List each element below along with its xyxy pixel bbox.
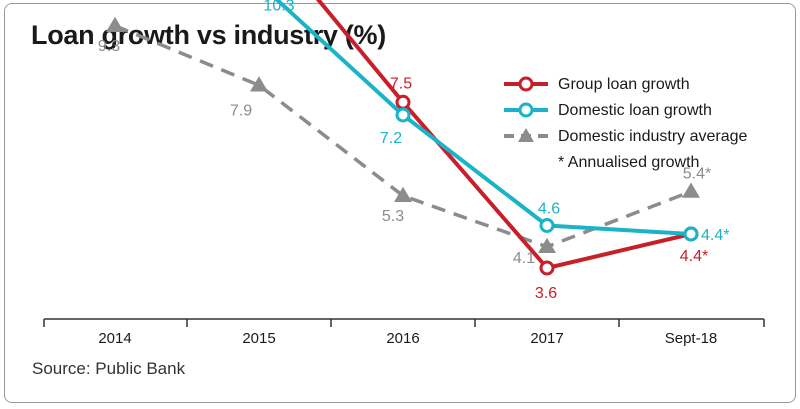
source-note: Source: Public Bank: [32, 359, 186, 378]
domestic-industry-average-point: [682, 182, 700, 198]
domestic-industry-average-data-label: 5.3: [382, 208, 404, 225]
group-loan-growth-legend-label: Group loan growth: [558, 76, 690, 93]
x-tick-label: 2017: [530, 330, 563, 347]
group-loan-growth-legend-marker: [518, 76, 534, 92]
domestic-industry-average-legend-label: Domestic industry average: [558, 128, 748, 145]
domestic-industry-average-point: [538, 237, 556, 254]
group-loan-growth-data-label: 3.6: [535, 285, 557, 302]
domestic-loan-growth-data-label: 4.4*: [701, 227, 729, 244]
group-loan-growth-point: [395, 94, 411, 110]
chart-frame: [4, 3, 796, 403]
domestic-industry-average-data-label: 5.4*: [683, 166, 711, 183]
domestic-industry-average-point: [106, 16, 124, 33]
domestic-industry-average-data-label: 9.3: [98, 38, 120, 55]
domestic-industry-average-data-label: 4.1: [513, 250, 535, 267]
domestic-loan-growth-data-label: 4.6: [538, 201, 560, 218]
domestic-industry-average-point: [394, 186, 412, 203]
domestic-loan-growth-data-label: 7.2: [380, 130, 402, 147]
x-tick-label: 2014: [98, 330, 131, 347]
x-tick-label: 2016: [386, 330, 419, 347]
x-tick-label: Sept-18: [665, 330, 718, 347]
domestic-industry-average-legend-marker: [518, 128, 534, 142]
domestic-loan-growth-point: [683, 226, 699, 242]
domestic-loan-growth-point: [539, 218, 555, 233]
annualised-growth-note: * Annualised growth: [558, 154, 699, 171]
domestic-loan-growth-data-label: 10.3: [263, 0, 294, 14]
domestic-loan-growth-point: [395, 107, 411, 123]
domestic-loan-growth-legend-label: Domestic loan growth: [558, 102, 712, 119]
group-loan-growth-data-label: 4.4*: [680, 248, 708, 265]
group-loan-growth-point: [539, 260, 555, 276]
domestic-loan-growth-legend-marker: [518, 102, 534, 118]
group-loan-growth-data-label: 7.5: [390, 75, 412, 92]
domestic-industry-average-point: [250, 76, 268, 92]
x-tick-label: 2015: [242, 330, 275, 347]
domestic-industry-average-data-label: 7.9: [230, 102, 252, 119]
